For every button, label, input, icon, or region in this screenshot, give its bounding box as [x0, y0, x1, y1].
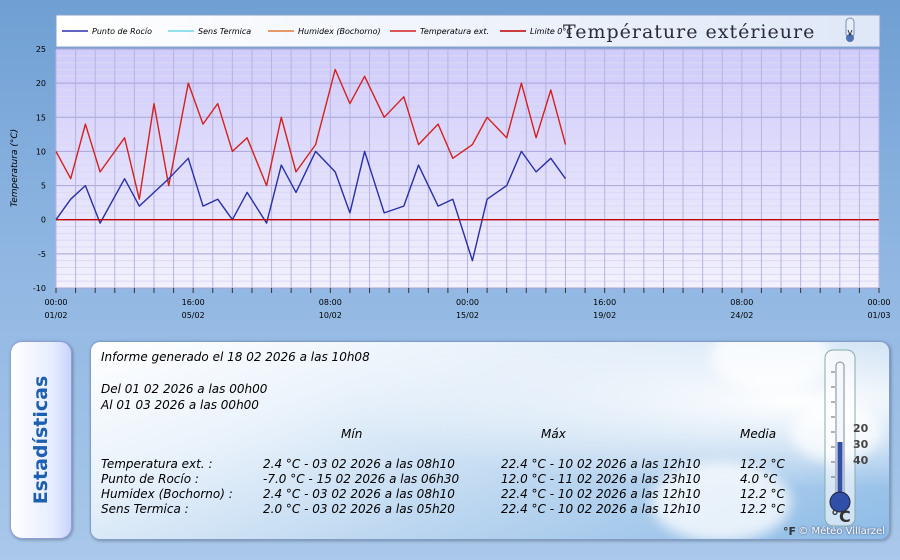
y-tick-label: -5: [38, 250, 46, 259]
y-tick-label: 0: [41, 216, 46, 225]
thermo-scale-40: 40: [853, 454, 869, 467]
chart-title: Température extérieure: [563, 21, 815, 43]
row-max: 22.4 °C - 10 02 2026 a las 12h10: [501, 487, 701, 501]
y-tick-labels: 25 20 15 10 5 0 -5 -10: [33, 45, 46, 293]
y-tick-label: 5: [41, 182, 46, 191]
period-to-text: Al 01 03 2026 a las 00h00: [101, 398, 259, 412]
y-tick-label: 15: [36, 113, 46, 122]
x-tick-date: 01/02: [44, 311, 67, 320]
credit-text: © Météo Villarzel: [798, 526, 885, 537]
y-tick-label: 10: [36, 147, 46, 156]
thermo-fahrenheit-label: °F: [783, 525, 797, 538]
row-min: 2.0 °C - 03 02 2026 a las 05h20: [263, 502, 455, 516]
x-tick-date: 01/03: [867, 311, 890, 320]
legend-label: Limite 0°C: [530, 27, 572, 36]
x-tick-time: 00:00: [44, 298, 67, 307]
x-tick-time: 08:00: [730, 298, 753, 307]
x-tick-date: 19/02: [593, 311, 616, 320]
col-min-header: Mín: [341, 427, 363, 441]
x-tick-date: 05/02: [182, 311, 205, 320]
x-tick-time: 00:00: [456, 298, 479, 307]
col-avg-header: Media: [740, 427, 777, 441]
x-tick-time: 00:00: [867, 298, 890, 307]
temperature-chart: 25 20 15 10 5 0 -5 -10 00:00 01/02 16:00 05/02 08:0…: [10, 14, 891, 320]
x-tick-time: 08:00: [319, 298, 342, 307]
row-max: 22.4 °C - 10 02 2026 a las 12h10: [501, 502, 701, 516]
statistics-panel: Informe generado el 18 02 2026 a las 10h…: [90, 341, 890, 540]
report-generated-text: Informe generado el 18 02 2026 a las 10h…: [101, 350, 370, 364]
y-axis-label: Temperatura (°C): [10, 129, 20, 207]
y-tick-label: 25: [36, 45, 46, 54]
row-min: 2.4 °C - 03 02 2026 a las 08h10: [263, 457, 455, 471]
legend-label: Sens Termica: [198, 27, 251, 36]
row-avg: 4.0 °C: [740, 472, 778, 486]
row-max: 22.4 °C - 10 02 2026 a las 12h10: [501, 457, 701, 471]
col-max-header: Máx: [541, 427, 566, 441]
x-tick-time: 16:00: [182, 298, 205, 307]
series-layer: [55, 68, 879, 262]
row-label: Humidex (Bochorno) :: [101, 487, 233, 501]
row-min: -7.0 °C - 15 02 2026 a las 06h30: [263, 472, 460, 486]
x-tick-labels: 00:00 01/02 16:00 05/02 08:00 10/02 00:00 15/02…: [44, 298, 890, 320]
y-tick-label: 20: [36, 79, 46, 88]
legend: Punto de Rocío Sens Termica Humidex (Bocho…: [62, 27, 572, 36]
legend-label: Humidex (Bochorno): [298, 27, 381, 36]
legend-label: Temperatura ext.: [420, 27, 489, 36]
period-from-text: Del 01 02 2026 a las 00h00: [101, 382, 268, 396]
row-label: Punto de Rocío :: [101, 472, 199, 486]
thermo-scale-30: 30: [853, 438, 869, 451]
x-tick-date: 24/02: [730, 311, 753, 320]
x-tick-date: 10/02: [319, 311, 342, 320]
thermo-celsius-label: °C: [831, 507, 851, 526]
row-min: 2.4 °C - 03 02 2026 a las 08h10: [263, 487, 455, 501]
thermometer-image: 20 30 40: [824, 349, 869, 527]
x-tick-time: 16:00: [593, 298, 616, 307]
thermometer-title-icon: [845, 17, 855, 42]
row-label: Temperatura ext. :: [101, 457, 213, 471]
statistics-side-label: Estadísticas: [30, 375, 52, 505]
row-avg: 12.2 °C: [740, 457, 785, 471]
y-tick-label: -10: [33, 284, 46, 293]
row-avg: 12.2 °C: [740, 502, 785, 516]
grid: [55, 48, 880, 293]
thermo-scale-20: 20: [853, 422, 869, 435]
row-label: Sens Termica :: [101, 502, 189, 516]
series-punto-de-roc-o: [55, 150, 567, 262]
row-max: 12.0 °C - 11 02 2026 a las 23h10: [501, 472, 701, 486]
legend-label: Punto de Rocío: [92, 27, 152, 36]
x-tick-date: 15/02: [456, 311, 479, 320]
statistics-side-tab[interactable]: Estadísticas: [10, 341, 72, 539]
series-temperatura-ext-: [55, 68, 567, 200]
row-avg: 12.2 °C: [740, 487, 785, 501]
